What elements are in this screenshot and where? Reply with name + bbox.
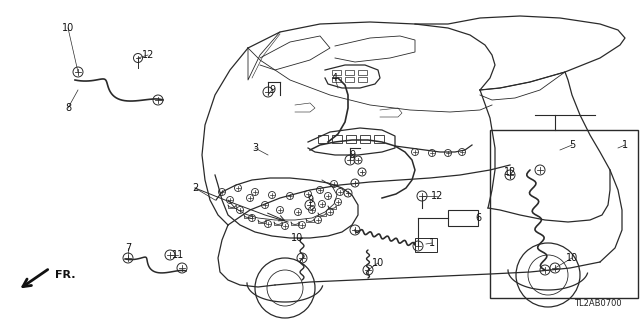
Text: 10: 10 [566, 253, 578, 263]
Text: 7: 7 [125, 243, 131, 253]
Bar [332, 77, 341, 82]
Text: 3: 3 [252, 143, 258, 153]
Text: 9: 9 [269, 85, 275, 95]
Bar [448, 210, 478, 226]
Bar [358, 77, 367, 82]
Text: TL2AB0700: TL2AB0700 [574, 299, 622, 308]
Bar [415, 238, 437, 252]
Text: 1: 1 [429, 238, 435, 248]
Bar [490, 130, 638, 298]
Bar [346, 135, 356, 143]
Text: 10: 10 [62, 23, 74, 33]
Text: 6: 6 [475, 213, 481, 223]
Bar [358, 70, 367, 75]
Text: 10: 10 [291, 233, 303, 243]
Text: 11: 11 [172, 250, 184, 260]
Bar [318, 135, 328, 143]
Bar [332, 135, 342, 143]
Text: 12: 12 [504, 167, 516, 177]
Text: FR.: FR. [55, 270, 76, 280]
Text: 12: 12 [142, 50, 154, 60]
Bar [374, 135, 384, 143]
Bar [332, 70, 341, 75]
Text: 10: 10 [372, 258, 384, 268]
Bar [345, 70, 354, 75]
Bar [360, 135, 370, 143]
Text: 5: 5 [569, 140, 575, 150]
Text: 12: 12 [431, 191, 443, 201]
Text: 4: 4 [332, 73, 338, 83]
Text: 8: 8 [65, 103, 71, 113]
Text: 9: 9 [349, 150, 355, 160]
Text: 2: 2 [192, 183, 198, 193]
Text: 9: 9 [307, 195, 313, 205]
Bar [345, 77, 354, 82]
Text: 1: 1 [622, 140, 628, 150]
